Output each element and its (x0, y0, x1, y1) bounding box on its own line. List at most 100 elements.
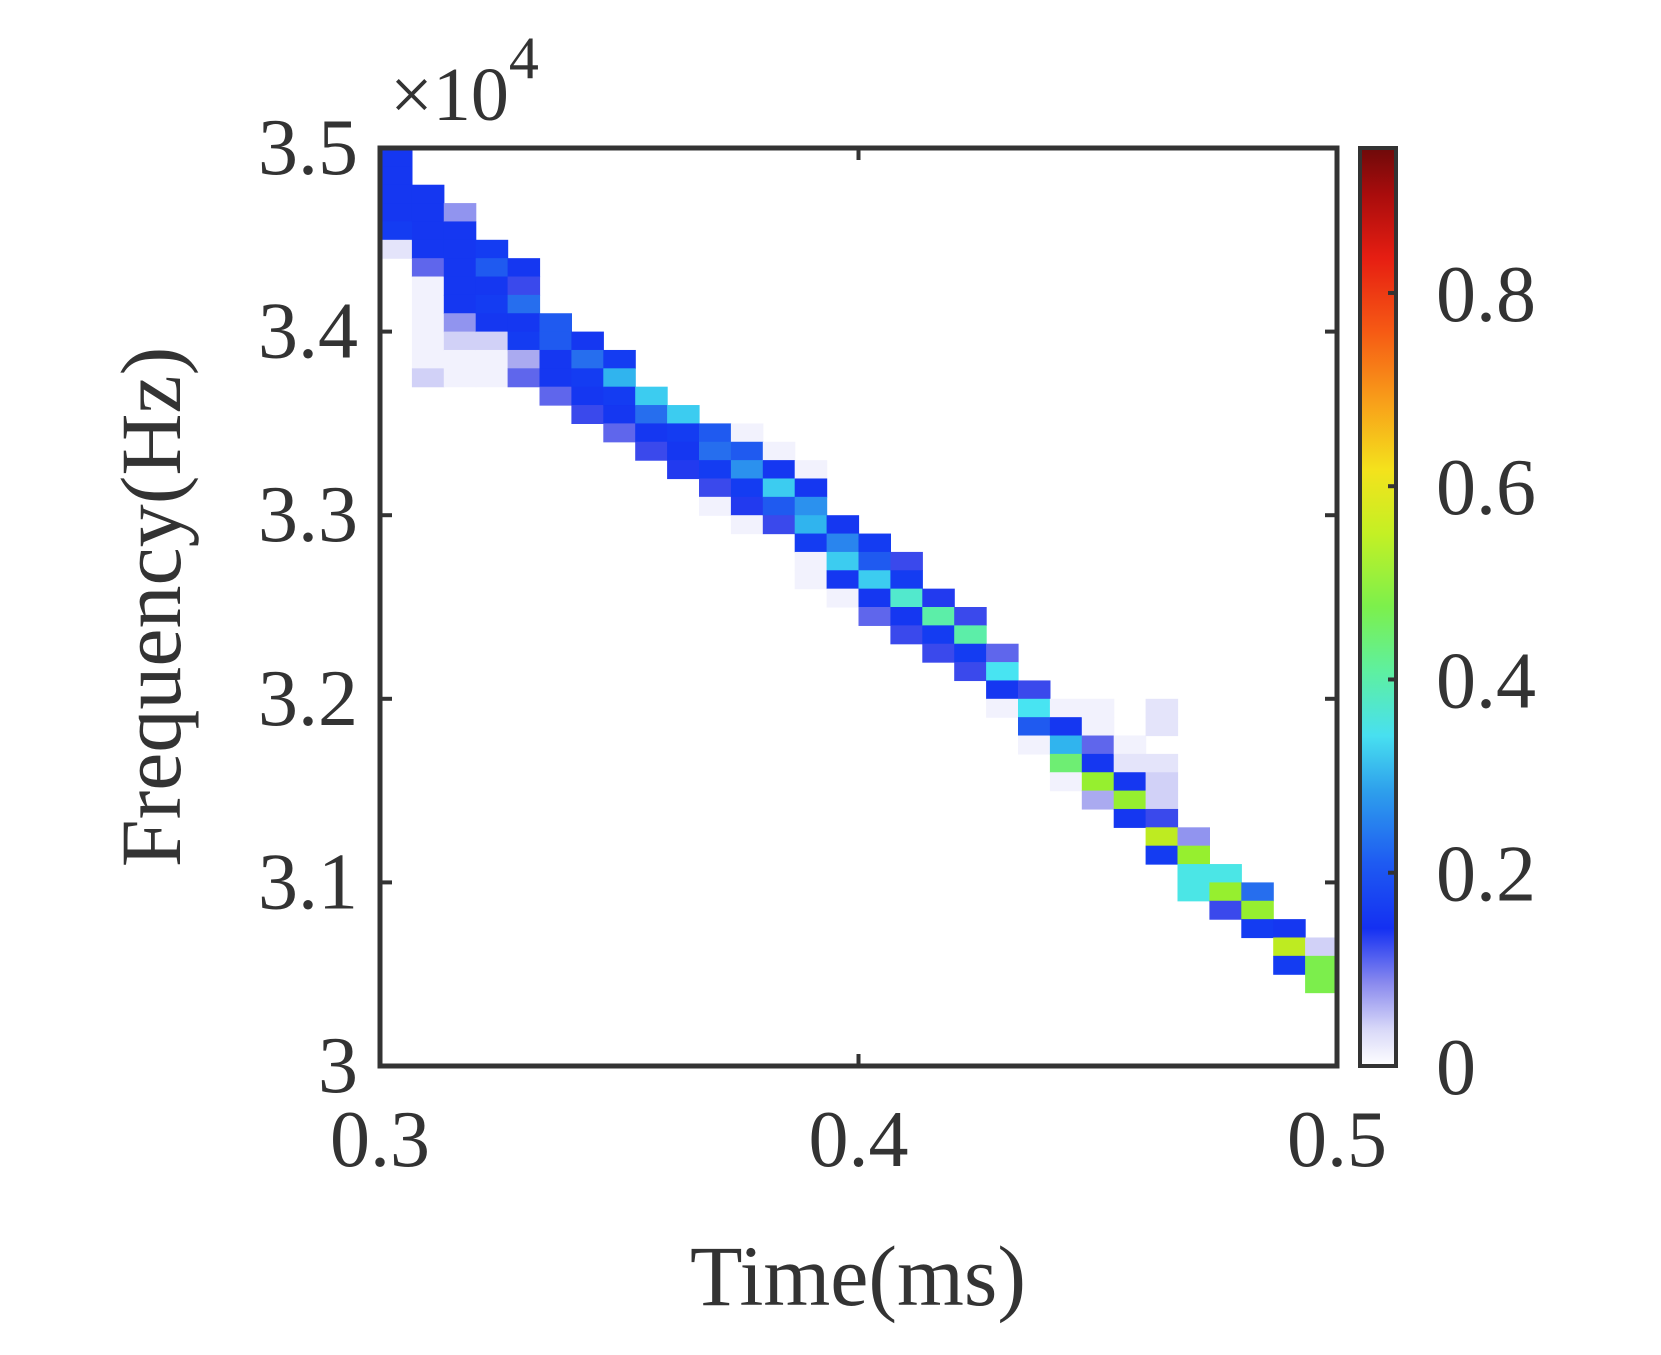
heatmap-cell (411, 313, 445, 333)
heatmap-cell (1049, 698, 1083, 718)
heatmap-cell (858, 588, 891, 608)
heatmap-cell (411, 239, 445, 259)
heatmap-cell (922, 643, 955, 663)
heatmap-cell (730, 441, 764, 461)
heatmap-cell (411, 294, 445, 314)
x-axis-label: Time(ms) (690, 1228, 1026, 1324)
heatmap-cell (571, 331, 604, 351)
heatmap-cell (762, 460, 796, 480)
heatmap-cell (1145, 790, 1179, 810)
heatmap-cell (762, 515, 796, 535)
heatmap-cell (539, 313, 572, 333)
heatmap-cell (475, 368, 509, 388)
y-axis-exponent: ×104 (390, 25, 539, 137)
heatmap-cell (539, 331, 572, 351)
heatmap-cell (986, 643, 1019, 663)
heatmap-cell (507, 331, 541, 351)
heatmap-cell (635, 441, 668, 461)
colorbar (1358, 146, 1398, 1068)
y-axis-exponent-base: ×10 (390, 53, 509, 137)
heatmap-cell (922, 625, 955, 645)
heatmap-cell (858, 533, 891, 553)
heatmap-cell (380, 184, 413, 204)
heatmap-cell (411, 184, 445, 204)
colorbar-tick-label: 0.4 (1436, 637, 1536, 725)
heatmap-cell (667, 460, 700, 480)
heatmap-cell (922, 607, 955, 626)
heatmap-cell (794, 570, 828, 590)
heatmap-cell (380, 221, 413, 241)
heatmap-cell (1145, 717, 1179, 737)
heatmap-cell (411, 368, 445, 388)
heatmap-cell (1241, 919, 1274, 939)
heatmap-cell (1305, 955, 1337, 975)
heatmap-cell (443, 349, 477, 369)
heatmap-cell (507, 294, 541, 314)
x-tick-label: 0.5 (1287, 1096, 1387, 1184)
heatmap-cell (954, 643, 987, 663)
heatmap-cell (1113, 735, 1147, 755)
heatmap-cell (890, 588, 923, 608)
heatmap-cell (986, 680, 1019, 700)
heatmap-cell (475, 258, 509, 278)
heatmap-cell (826, 515, 860, 535)
y-axis-tick-labels: 3 3.1 3.2 3.3 3.4 3.5 (258, 104, 358, 1110)
heatmap-cell (603, 405, 636, 424)
heatmap-cell (890, 607, 923, 626)
heatmap-cell (443, 313, 477, 333)
heatmap-cell (730, 423, 764, 443)
heatmap-cell (762, 478, 796, 498)
heatmap-cell (954, 662, 987, 682)
heatmap-cell (1305, 974, 1337, 994)
heatmap-cell (667, 423, 700, 443)
heatmap-cell (411, 258, 445, 278)
heatmap-cell (699, 496, 732, 516)
y-tick-label: 3.4 (258, 288, 358, 376)
axis-ticks (378, 146, 1339, 1068)
heatmap-cell (794, 551, 828, 571)
heatmap-cell (443, 239, 477, 259)
y-axis-label: Frequency(Hz) (103, 347, 199, 868)
heatmap-cell (730, 478, 764, 498)
heatmap-cell (794, 533, 828, 553)
heatmap-cell (1305, 937, 1337, 957)
heatmap-cell (826, 588, 860, 608)
y-tick-label: 3 (318, 1022, 358, 1110)
heatmap-cell (699, 478, 732, 498)
heatmap-cell (1145, 698, 1179, 718)
heatmap-cell (603, 349, 636, 369)
heatmap-cell (507, 349, 541, 369)
heatmap-cell (1113, 772, 1147, 792)
heatmap-cell (539, 368, 572, 388)
heatmap-cell (1081, 698, 1115, 718)
heatmap-cell (411, 203, 445, 223)
heatmap-cell (954, 625, 987, 645)
heatmap-cell (475, 331, 509, 351)
heatmap-cell (443, 276, 477, 296)
heatmap-cell (826, 533, 860, 553)
heatmap-cell (1145, 753, 1179, 773)
heatmap-cell (380, 239, 413, 259)
heatmap-cell (1081, 753, 1115, 773)
heatmap-cell (730, 460, 764, 480)
heatmap-cell (443, 294, 477, 314)
heatmap-cell (380, 203, 413, 223)
heatmap-cell (475, 313, 509, 333)
heatmap-cell (1177, 845, 1210, 865)
heatmap-cell (1113, 753, 1147, 773)
heatmap-cell (667, 405, 700, 424)
heatmap-cell (380, 166, 413, 186)
heatmap-cell (794, 460, 828, 480)
heatmap-cell (603, 368, 636, 388)
heatmap-cell (1209, 882, 1242, 902)
colorbar-tick-labels: 0 0.2 0.4 0.6 0.8 (1436, 251, 1536, 1112)
heatmap-cell (475, 239, 509, 259)
heatmap-cell (826, 551, 860, 571)
colorbar-tick-label: 0.2 (1436, 831, 1536, 919)
heatmap-cell (507, 276, 541, 296)
heatmap-cell (1081, 735, 1115, 755)
y-tick-label: 3.3 (258, 471, 358, 559)
colorbar-tick-label: 0 (1436, 1024, 1476, 1112)
heatmap-cell (635, 423, 668, 443)
y-tick-label: 3.2 (258, 655, 358, 743)
